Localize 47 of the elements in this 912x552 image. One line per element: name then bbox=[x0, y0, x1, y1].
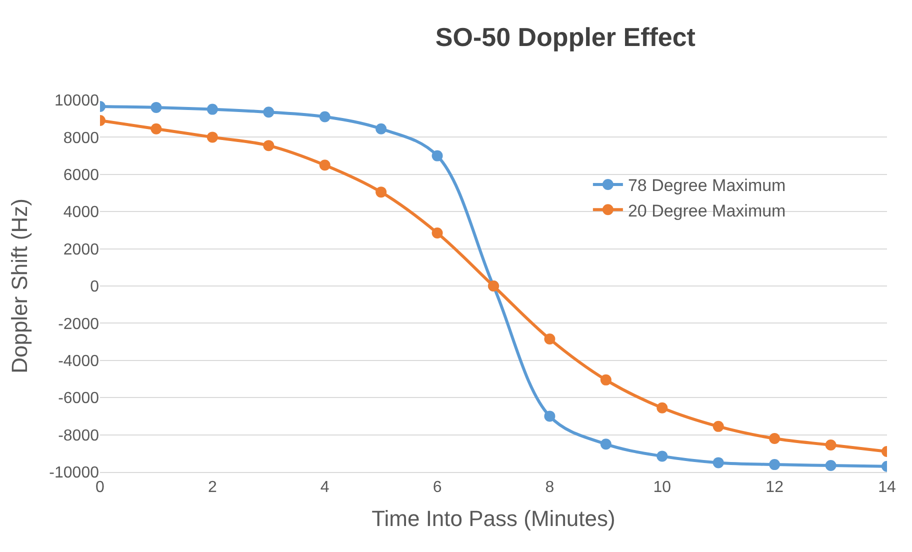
x-axis-title: Time Into Pass (Minutes) bbox=[372, 506, 616, 532]
x-tick-label: 10 bbox=[653, 479, 672, 496]
y-tick-label: 10000 bbox=[54, 92, 100, 110]
point bbox=[544, 334, 556, 345]
point bbox=[376, 123, 387, 134]
x-tick-label: 12 bbox=[766, 479, 784, 496]
point bbox=[600, 438, 612, 450]
x-tick-label: 8 bbox=[545, 479, 554, 496]
point bbox=[150, 102, 162, 113]
point bbox=[319, 111, 330, 122]
y-tick-label: 4000 bbox=[63, 204, 100, 222]
point bbox=[263, 140, 274, 152]
point bbox=[712, 457, 724, 468]
x-tick-label: 4 bbox=[320, 479, 330, 496]
point bbox=[544, 410, 556, 422]
point bbox=[600, 374, 612, 386]
point bbox=[432, 227, 443, 238]
y-tick-label: 6000 bbox=[63, 167, 100, 184]
y-tick-label: -10000 bbox=[49, 464, 100, 482]
point bbox=[150, 123, 162, 134]
point bbox=[656, 450, 668, 462]
x-tick-label: 6 bbox=[432, 479, 442, 496]
y-tick-label: 2000 bbox=[63, 241, 100, 258]
point bbox=[769, 459, 780, 470]
point bbox=[263, 106, 274, 118]
point bbox=[825, 460, 836, 471]
legend-label: 20 Degree Maximum bbox=[628, 201, 786, 220]
point bbox=[206, 104, 218, 115]
point bbox=[712, 420, 724, 432]
y-tick-label: -2000 bbox=[58, 316, 100, 333]
point bbox=[825, 440, 836, 451]
point bbox=[206, 132, 218, 143]
point bbox=[656, 402, 668, 414]
y-tick-label: -4000 bbox=[58, 353, 100, 370]
y-tick-label: -6000 bbox=[58, 390, 100, 408]
point bbox=[376, 186, 387, 198]
y-tick-label: -8000 bbox=[58, 427, 100, 444]
chart-title: SO-50 Doppler Effect bbox=[435, 22, 696, 52]
y-axis-title: Doppler Shift (Hz) bbox=[6, 198, 32, 374]
y-tick-label: 8000 bbox=[63, 130, 100, 147]
x-tick-label: 2 bbox=[208, 479, 217, 496]
point bbox=[769, 433, 780, 444]
y-tick-label: 0 bbox=[90, 278, 100, 296]
point bbox=[319, 160, 330, 171]
x-tick-label: 14 bbox=[878, 479, 896, 496]
point bbox=[432, 150, 443, 162]
legend-label: 78 Degree Maximum bbox=[628, 176, 786, 196]
